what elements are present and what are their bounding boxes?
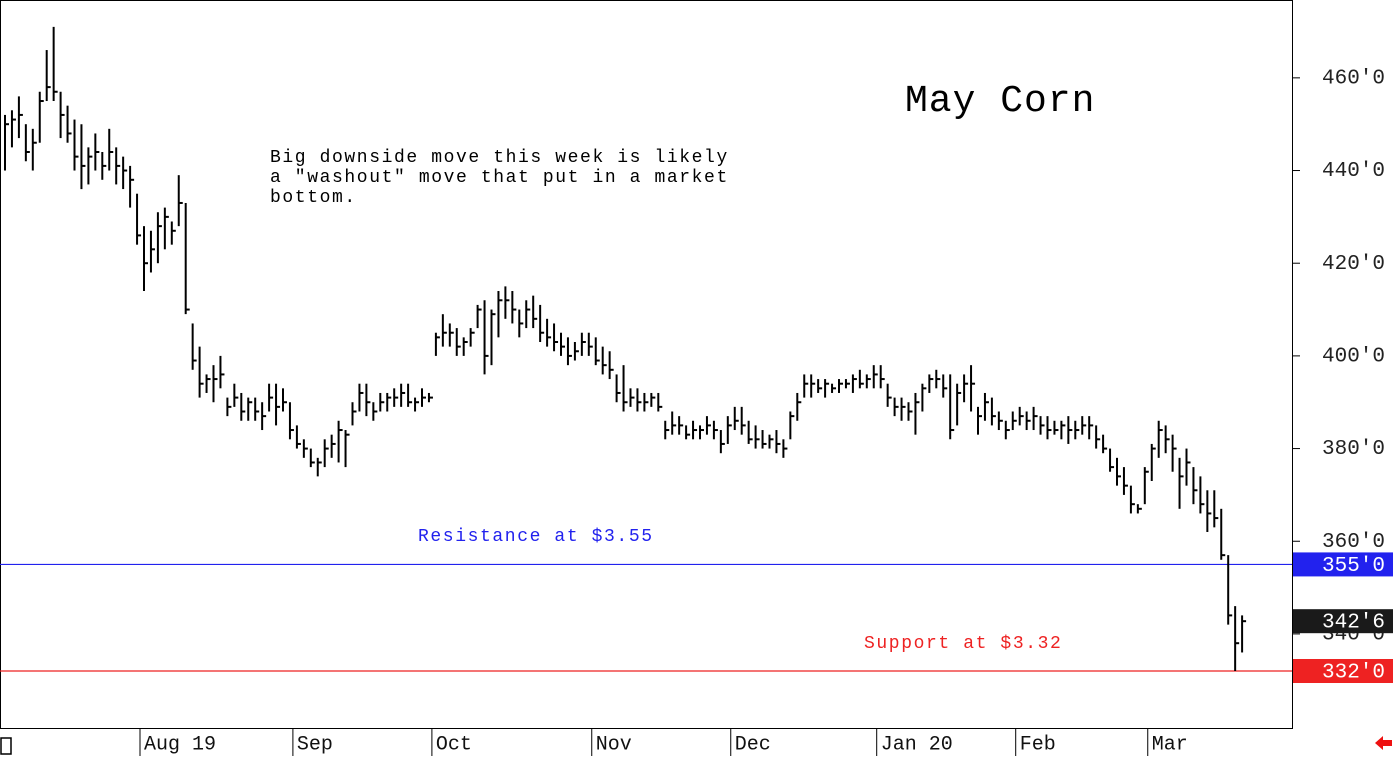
x-tick-label: Dec [735,733,771,756]
x-tick-label: Sep [297,733,333,756]
x-tick-label: Nov [596,733,632,756]
x-tick-label: Jan 20 [881,733,953,756]
scroll-handle [0,737,12,755]
price-tag-label: 332'0 [1322,662,1385,685]
y-tick-label: 380'0 [1322,438,1385,461]
chart-title: May Corn [905,80,1095,123]
x-tick-label: Oct [436,733,472,756]
x-tick-label: Aug 19 [144,733,216,756]
scroll-arrow [1375,736,1392,750]
y-tick-label: 400'0 [1322,345,1385,368]
price-tag-label: 355'0 [1322,555,1385,578]
price-tag [1293,609,1393,634]
annotation-line: a "washout" move that put in a market [270,168,729,188]
plot-frame [0,0,1293,729]
y-tick-label: 440'0 [1322,160,1385,183]
annotation-line: bottom. [270,188,357,208]
x-tick-label: Mar [1152,733,1188,756]
y-tick-label: 360'0 [1322,531,1385,554]
y-tick-label: 420'0 [1322,253,1385,276]
level-text: Support at $3.32 [864,634,1062,654]
y-tick-label: 460'0 [1322,67,1385,90]
price-tag-label: 342'6 [1322,612,1385,635]
level-text: Resistance at $3.55 [418,527,654,547]
annotation-line: Big downside move this week is likely [270,148,729,168]
price-tag [1293,659,1393,684]
x-tick-label: Feb [1020,733,1056,756]
price-tag [1293,552,1393,577]
